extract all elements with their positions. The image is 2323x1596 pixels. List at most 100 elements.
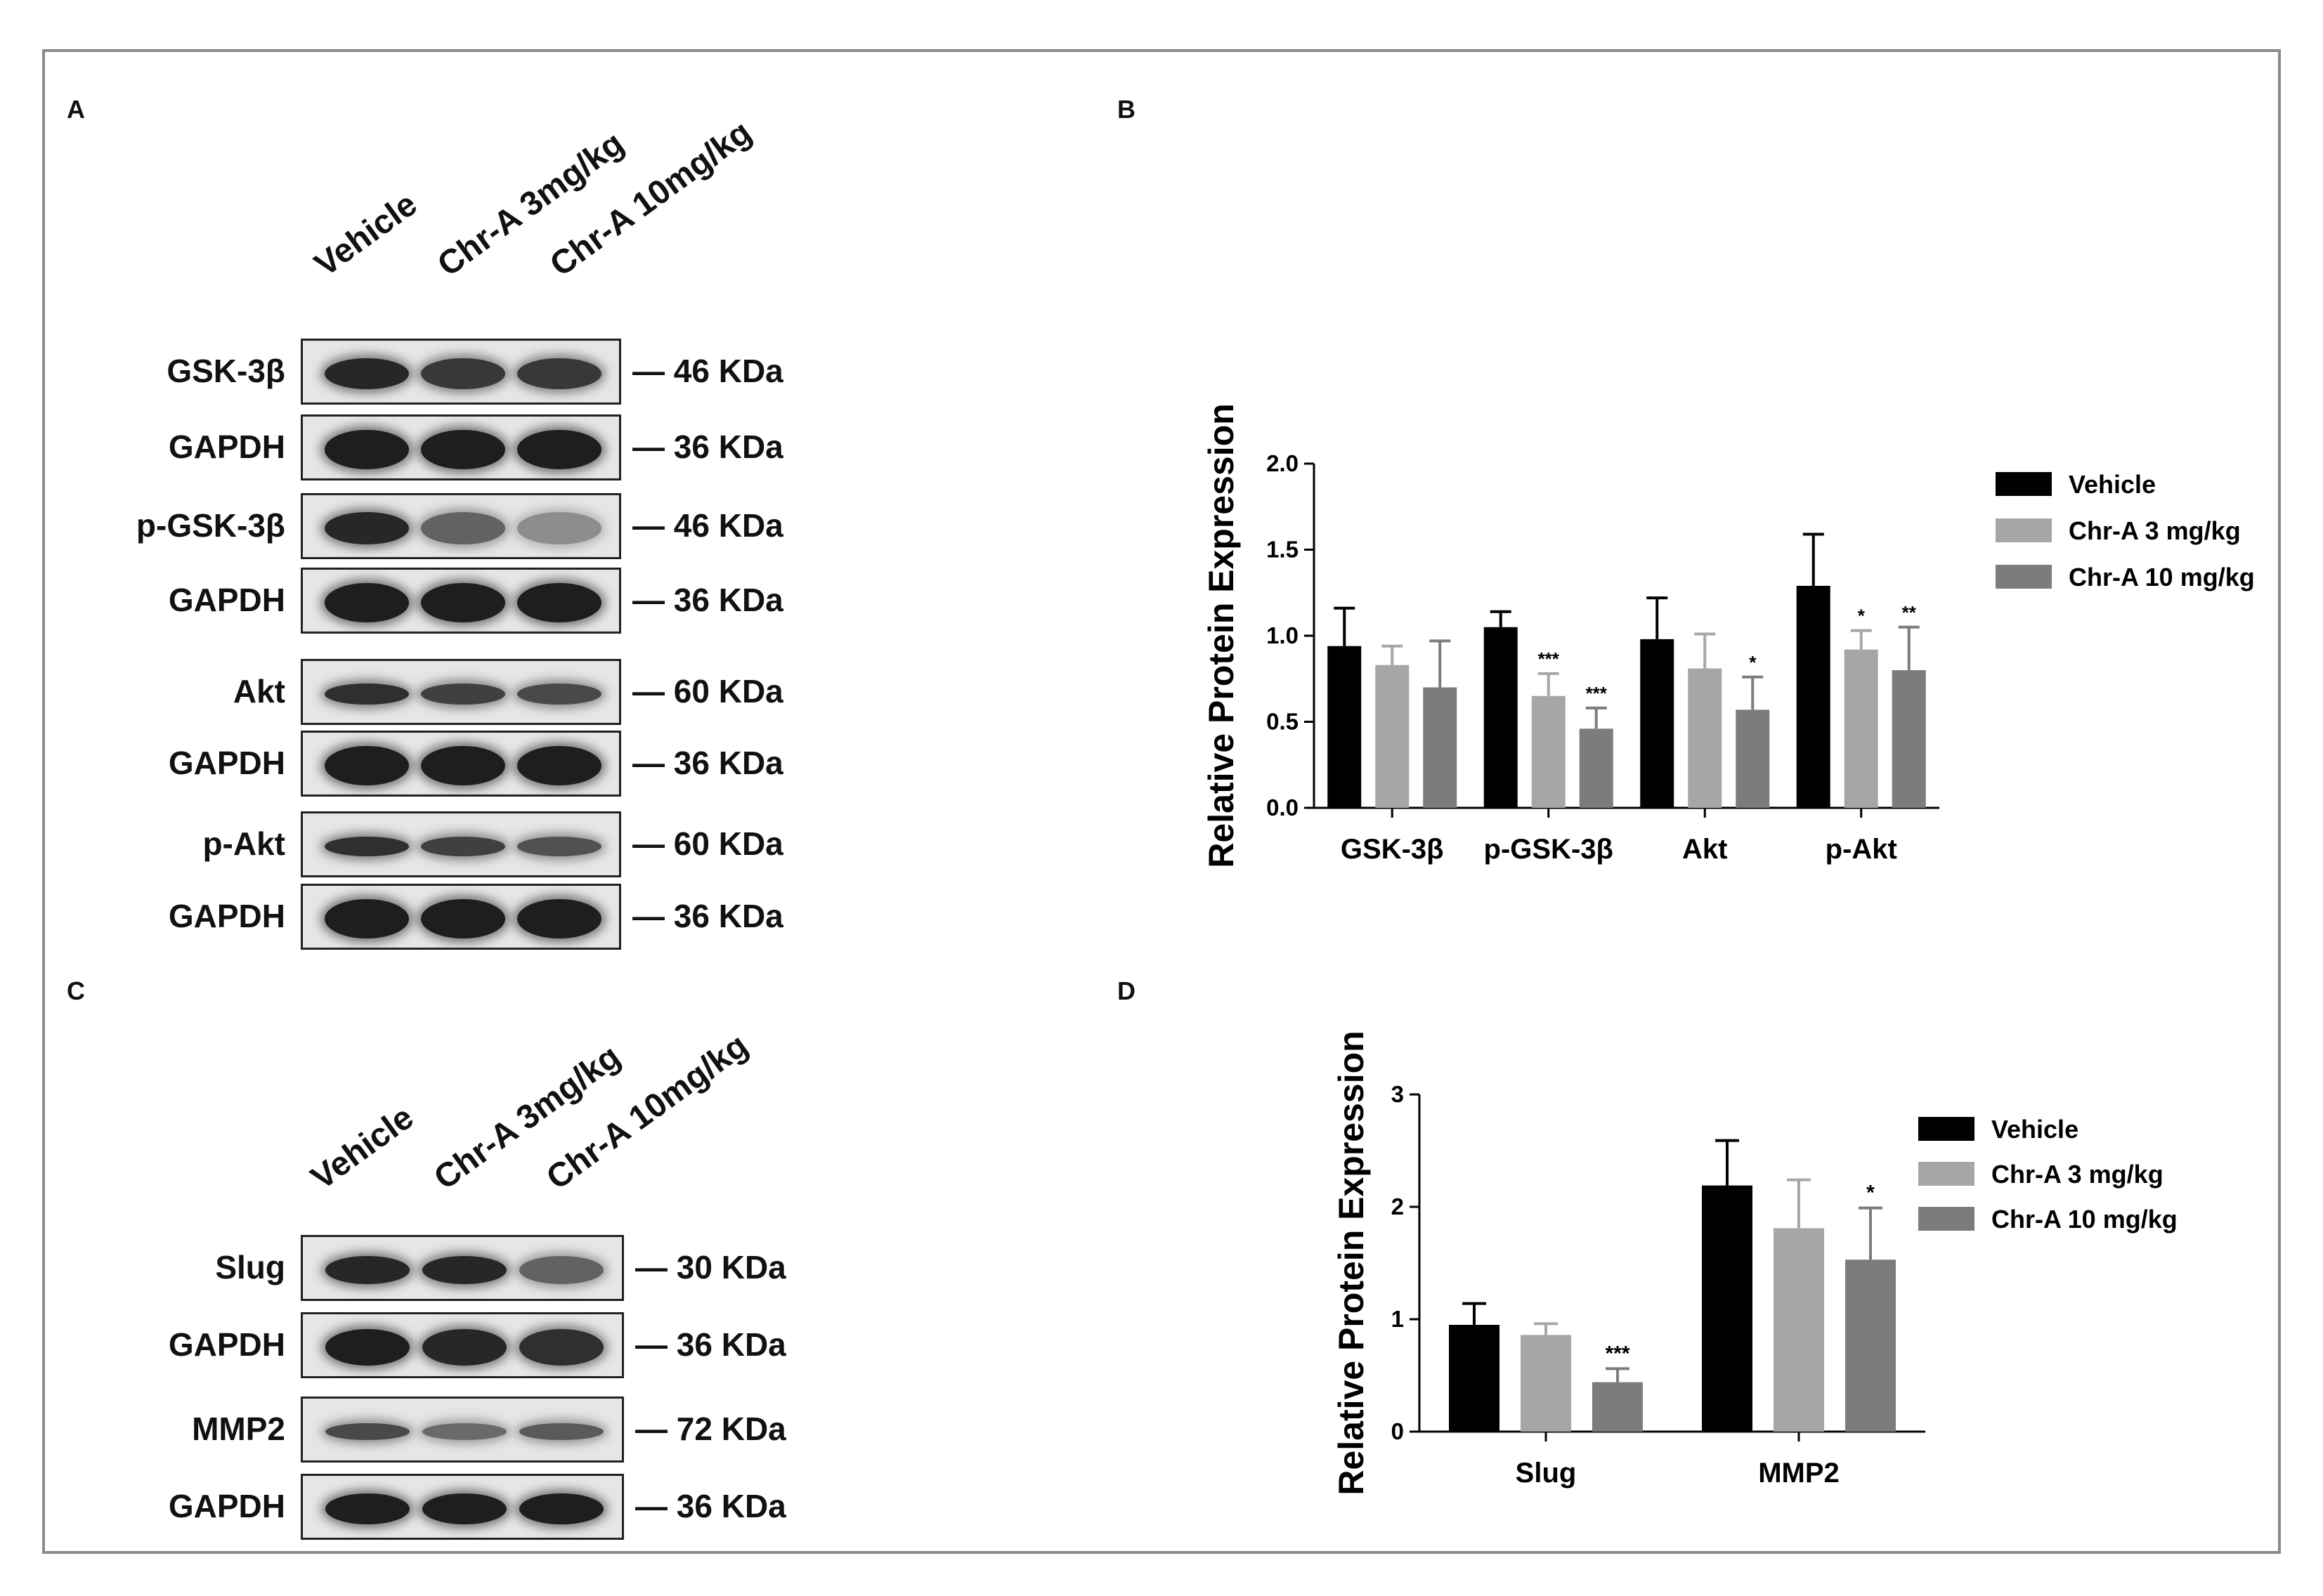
protein-label-p-akt: p-Akt [202,825,285,862]
protein-label-gapdh: GAPDH [168,1488,285,1524]
blot-strip-gsk-3 [301,339,621,405]
protein-label-p-gsk-3: p-GSK-3β [136,507,285,544]
significance-label: ** [1902,602,1917,623]
legend-swatch-chr-a-10-mg-kg [1996,565,2052,589]
blot-band [421,837,505,856]
blot-strip-gapdh [301,1474,624,1540]
legend-swatch-chr-a-3-mg-kg [1996,518,2052,542]
blot-band [325,1493,410,1524]
y-axis-label: Relative Protein Expression [1202,403,1241,868]
protein-label-slug: Slug [215,1249,285,1286]
blot-band [516,430,601,469]
blot-band [516,358,601,389]
blot-band [422,1329,507,1366]
legend-label: Chr-A 10 mg/kg [2069,563,2255,591]
bar-chr-a-10-mg-kg [1892,670,1926,808]
y-tick-label: 0.5 [1266,709,1299,735]
bar-vehicle [1449,1325,1499,1432]
bar-chr-a-10-mg-kg [1592,1382,1643,1432]
x-category-label: Slug [1516,1458,1577,1489]
protein-label-mmp2: MMP2 [192,1411,285,1447]
significance-label: * [1858,606,1866,627]
significance-label: *** [1586,683,1608,704]
y-tick-label: 0.0 [1266,794,1299,820]
size-marker-label: — 72 KDa [635,1411,786,1447]
blot-strip-akt [301,659,621,725]
x-category-label: p-Akt [1826,834,1897,865]
bar-chr-a-3-mg-kg [1521,1335,1571,1432]
blot-strip-gapdh [301,731,621,797]
legend-swatch-chr-a-3-mg-kg [1918,1162,1974,1186]
blot-band [422,1493,507,1524]
protein-label-gsk-3: GSK-3β [167,353,285,389]
blot-band [325,746,410,785]
blot-band [325,512,410,544]
blot-strip-slug [301,1235,624,1301]
size-marker-label: — 46 KDa [632,353,783,389]
bar-vehicle [1702,1185,1752,1432]
legend-label: Vehicle [2069,470,2156,499]
x-category-label: Akt [1682,834,1727,865]
bar-vehicle [1640,639,1674,808]
panel-letter-d: D [1117,976,1136,1005]
protein-label-gapdh: GAPDH [168,1326,285,1363]
size-marker-label: — 36 KDa [632,745,783,781]
blot-band [516,746,601,785]
y-tick-label: 0 [1391,1418,1404,1444]
blot-band [325,837,410,856]
bar-chart-d: 0 1 2 3 Relative Protein Expression Slug *** MM… [1332,1031,2178,1495]
size-marker-label: — 36 KDa [632,582,783,618]
blot-band [325,358,410,389]
blot-band [516,683,601,705]
bar-chr-a-3-mg-kg [1531,695,1566,808]
y-tick-label: 3 [1391,1081,1404,1107]
bar-chr-a-10-mg-kg [1579,728,1613,808]
size-marker-label: — 36 KDa [635,1488,786,1524]
legend-swatch-vehicle [1996,472,2052,496]
blot-band [422,1256,507,1284]
figure-frame [42,49,2281,1554]
size-marker-label: — 36 KDa [632,429,783,465]
blot-band [421,583,505,622]
blot-band [422,1423,507,1440]
blot-band [325,1329,410,1366]
legend-swatch-vehicle [1918,1117,1974,1141]
legend-label: Chr-A 3 mg/kg [1991,1160,2163,1189]
y-tick-label: 1 [1391,1306,1404,1332]
blot-band [325,583,410,622]
blot-band [421,358,505,389]
blot-band [519,1493,604,1524]
significance-label: * [1866,1182,1875,1205]
protein-label-gapdh: GAPDH [168,429,285,465]
bar-chr-a-10-mg-kg [1845,1260,1896,1432]
blot-strip-gapdh [301,884,621,950]
blot-strip-gapdh [301,414,621,480]
protein-label-akt: Akt [233,673,285,709]
bar-chr-a-3-mg-kg [1688,668,1722,808]
blot-band [516,837,601,856]
panel-letter-a: A [67,95,85,124]
blot-strip-gapdh [301,568,621,634]
blot-band [421,683,505,705]
size-marker-label: — 36 KDa [632,898,783,934]
bar-chr-a-10-mg-kg [1736,709,1770,808]
y-tick-label: 2 [1391,1193,1404,1219]
panel-letter-b: B [1117,95,1136,124]
blot-strip-gapdh [301,1312,624,1378]
x-category-label: p-GSK-3β [1484,834,1613,865]
size-marker-label: — 30 KDa [635,1249,786,1286]
blot-band [519,1329,604,1366]
blot-band [325,1423,410,1440]
bar-chr-a-3-mg-kg [1375,665,1410,808]
blot-band [325,683,410,705]
x-category-label: MMP2 [1758,1458,1840,1489]
blot-band [519,1256,604,1284]
significance-label: *** [1538,648,1560,669]
significance-label: * [1749,652,1757,673]
y-tick-label: 1.0 [1266,622,1299,648]
blot-band [325,1256,410,1284]
blot-band [516,583,601,622]
blot-band [421,899,505,938]
size-marker-label: — 60 KDa [632,673,783,709]
significance-label: *** [1605,1342,1629,1365]
